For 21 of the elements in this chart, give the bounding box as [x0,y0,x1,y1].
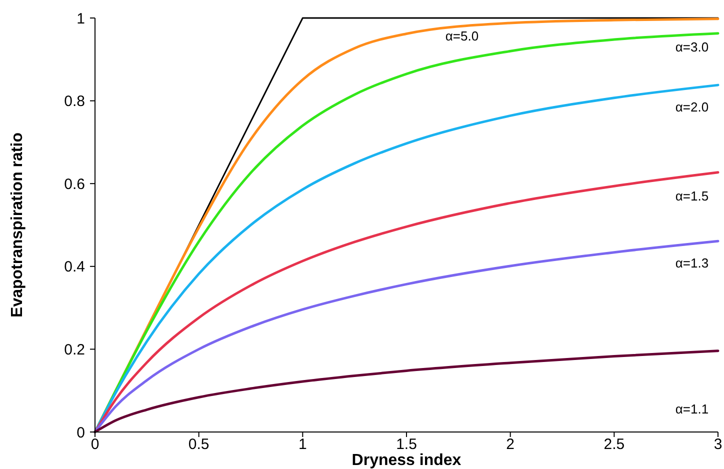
annotation: α=2.0 [675,100,709,115]
annotation: α=3.0 [675,40,709,55]
x-tick-label: 0.5 [188,436,210,453]
x-tick-label: 1.5 [396,436,417,453]
x-tick-label: 0 [90,436,100,453]
y-tick-label: 0 [76,424,85,442]
x-tick-label: 1 [298,436,307,453]
y-axis-title: Evapotranspiration ratio [9,132,26,318]
x-axis-title: Dryness index [352,452,462,469]
annotation: α=5.0 [445,28,479,44]
x-tick-label: 3 [714,436,722,453]
y-tick-label: 0.2 [64,341,85,358]
x-tick-label: 2 [506,436,515,453]
annotation: α=1.3 [675,256,709,271]
y-tick-label: 0.4 [64,258,85,276]
y-tick-label: 0.6 [64,176,85,193]
y-tick-label: 0.8 [64,93,85,110]
y-tick-label: 1 [76,10,85,28]
x-tick-label: 2.5 [604,436,625,453]
annotation: α=1.1 [675,402,709,417]
annotation: α=1.5 [675,188,709,204]
